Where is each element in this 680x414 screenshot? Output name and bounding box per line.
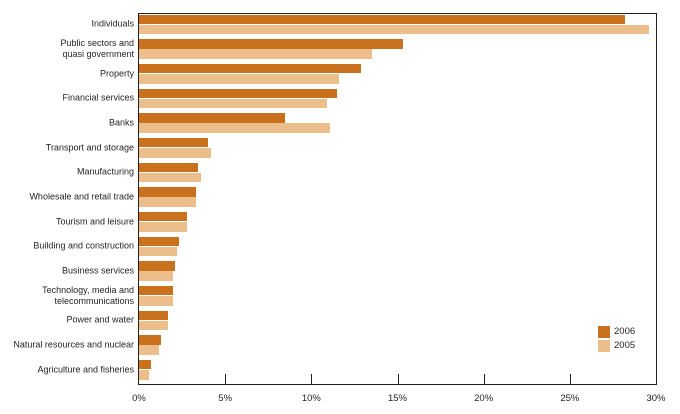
legend-swatch-2006 [598, 326, 610, 338]
bar-2006-row-9 [139, 236, 179, 247]
bar-2006-row-12 [139, 310, 169, 321]
bar-2005-row-12 [139, 320, 169, 331]
bar-2006-row-11 [139, 285, 174, 296]
category-label: Banks [108, 117, 134, 128]
category-label: Power and water [66, 314, 134, 325]
legend-swatch-2005 [598, 340, 610, 352]
legend-label: 2006 [614, 326, 636, 337]
bar-2005-row-0 [139, 24, 650, 35]
bar-2006-row-13 [139, 335, 161, 345]
legend-item: 2005 [598, 340, 635, 352]
x-tick-label: 15% [387, 393, 408, 404]
bar-2005-row-8 [139, 222, 188, 232]
category-label: Tourism and leisure [55, 216, 134, 227]
bar-2006-row-8 [139, 211, 188, 222]
bar-2005-row-4 [139, 123, 331, 133]
x-tick-label: 5% [218, 393, 233, 404]
x-tick [397, 374, 399, 384]
category-label: Individuals [91, 18, 134, 29]
bar-2005-row-11 [139, 296, 174, 306]
bar-2006-row-10 [139, 261, 176, 271]
x-tick-label: 25% [560, 393, 580, 404]
category-label: Business services [61, 265, 134, 276]
category-label: Agriculture and fisheries [37, 364, 134, 375]
category-label: Wholesale and retail trade [29, 191, 134, 202]
bar-2005-row-14 [139, 370, 150, 380]
bar-2006-row-14 [139, 359, 152, 370]
x-tick-label: 0% [132, 393, 146, 404]
bar-2005-row-5 [139, 148, 212, 158]
legend-item: 2006 [598, 326, 635, 338]
category-label: Public sectors and quasi government [60, 37, 134, 59]
category-label: Property [99, 68, 134, 79]
category-label: Natural resources and nuclear [13, 339, 134, 350]
legend: 2006 2005 [598, 326, 635, 354]
x-tick [225, 374, 227, 384]
bar-2006-row-7 [139, 187, 196, 197]
bar-2005-row-3 [139, 98, 327, 109]
plot-area [138, 13, 657, 385]
category-label: Manufacturing [76, 166, 134, 177]
category-label: Financial services [62, 92, 134, 103]
x-tick [483, 374, 485, 384]
bar-2005-row-1 [139, 49, 372, 59]
bar-2006-row-5 [139, 137, 208, 148]
bar-2006-row-0 [139, 14, 625, 25]
bar-2006-row-4 [139, 113, 286, 123]
bar-2005-row-13 [139, 345, 159, 355]
bar-2006-row-3 [139, 88, 338, 99]
bar-2005-row-7 [139, 197, 196, 207]
bar-2006-row-1 [139, 39, 403, 49]
bar-2005-row-10 [139, 271, 174, 281]
category-label: Transport and storage [45, 142, 134, 153]
x-tick [311, 374, 313, 384]
bar-2006-row-2 [139, 63, 362, 74]
bar-2006-row-6 [139, 162, 198, 173]
x-tick-label: 20% [474, 393, 494, 404]
bar-2005-row-2 [139, 74, 339, 84]
x-tick-label: 10% [301, 393, 321, 404]
x-tick [569, 374, 571, 384]
bar-2005-row-6 [139, 172, 202, 183]
bar-2005-row-9 [139, 246, 177, 257]
x-tick-label: 30% [646, 393, 666, 404]
category-label: Technology, media and telecommunications [42, 284, 134, 306]
legend-label: 2005 [614, 340, 636, 351]
category-label: Building and construction [33, 240, 134, 251]
